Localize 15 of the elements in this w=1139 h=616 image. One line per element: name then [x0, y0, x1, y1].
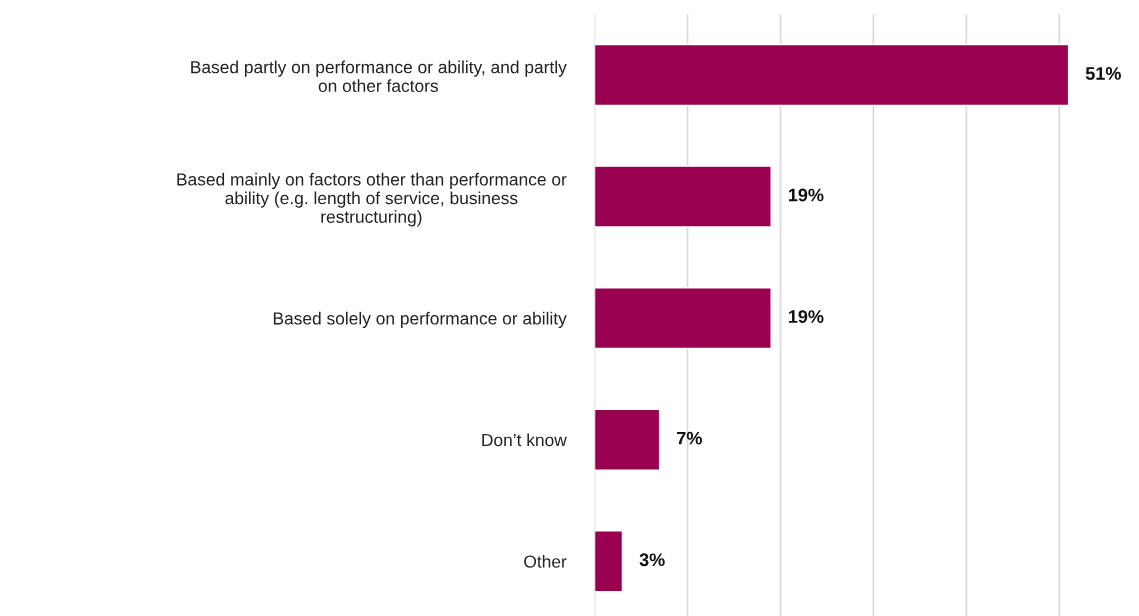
data-label: 3% — [639, 553, 665, 567]
bar — [594, 530, 624, 593]
bar — [594, 287, 772, 350]
data-label: 19% — [788, 310, 824, 323]
data-label: 7% — [677, 431, 702, 445]
y-tick-label: Based mainly on factors other than performance or ability (e.g. length of service, business restructuring) — [177, 172, 567, 227]
data-label: 51% — [1085, 67, 1121, 80]
bar — [594, 165, 772, 228]
y-tick-label: Don’t know — [482, 433, 567, 447]
y-tick-label: Based solely on performance or ability — [273, 311, 567, 329]
data-label: 19% — [788, 188, 824, 202]
y-tick-label: Based partly on performance or ability, and partly on other factors — [191, 60, 567, 93]
y-tick-label: Other — [524, 555, 567, 568]
bar — [594, 43, 1070, 107]
bar — [594, 408, 661, 471]
